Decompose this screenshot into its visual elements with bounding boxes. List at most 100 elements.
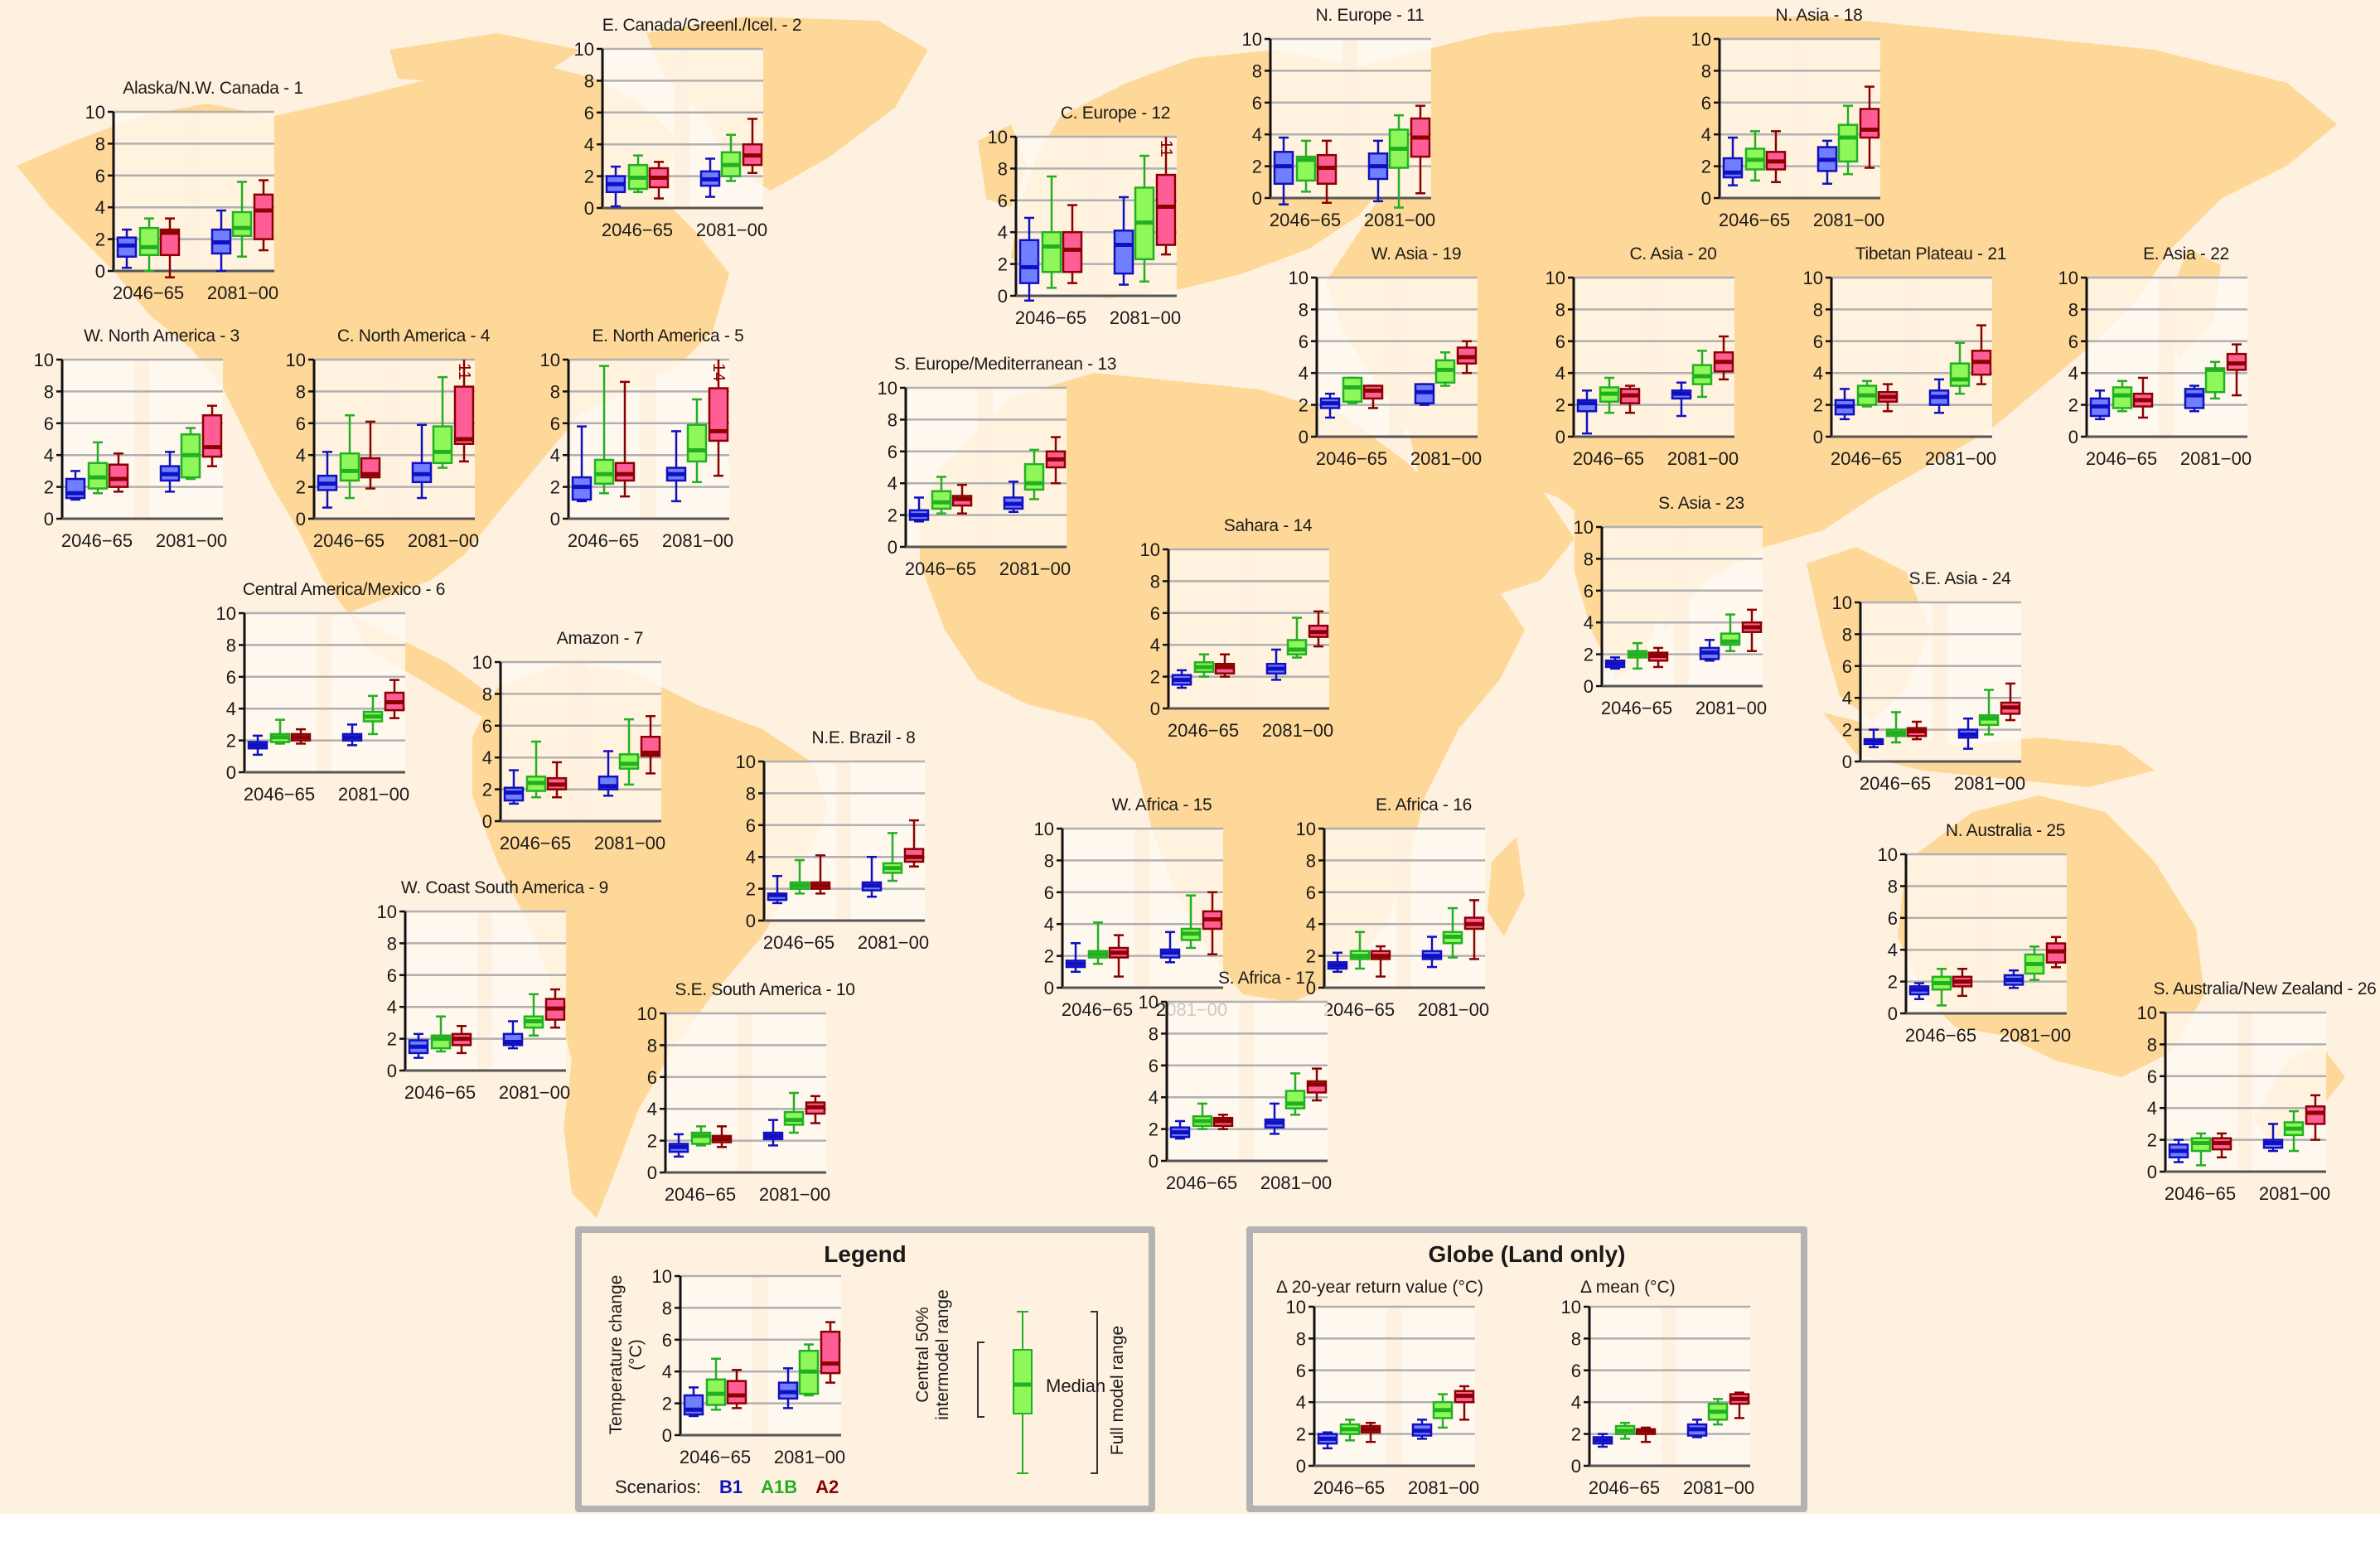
- y-tick-label: 2: [44, 477, 54, 498]
- y-tick-label: 2: [647, 1131, 657, 1152]
- box-A1B-0: [1349, 931, 1371, 970]
- box-A2-0: [711, 1125, 733, 1148]
- y-tick-label: 6: [1555, 331, 1565, 352]
- region-panel: E. Canada/Greenl./Icel. - 2 0 2 4 6 8 10 2046−6…: [574, 16, 818, 289]
- y-tick-label: 4: [2147, 1098, 2157, 1119]
- box-A1B-0: [1614, 1421, 1636, 1440]
- y-tick-label: 4: [1149, 1087, 1159, 1108]
- box-A1B-0: [593, 365, 615, 495]
- y-tick-label: 8: [1701, 60, 1711, 81]
- box-A2-1: [453, 360, 475, 463]
- y-tick-label: 2: [226, 731, 236, 752]
- box-B1-0: [1576, 389, 1598, 435]
- box-A1B-1: [1691, 350, 1713, 399]
- box-B1-0: [503, 769, 525, 805]
- boxplot-chart: 0 2 4 6 8 10 2046−65 2081−00: [1289, 268, 1483, 469]
- boxplot-chart: 0 2 4 6 8 10 2046−65 2081−00: [377, 902, 571, 1103]
- y-tick-label: 0: [1149, 1151, 1159, 1172]
- box-A2-0: [1212, 1114, 1234, 1130]
- y-tick-label: 4: [746, 847, 756, 868]
- boxplot-chart: 0 2 4 6 8 10 2046−65 2081−00: [1139, 992, 1333, 1193]
- y-tick-label: 4: [1044, 914, 1054, 935]
- y-tick-label: 2: [1571, 1424, 1581, 1445]
- y-tick-label: 2: [1813, 395, 1823, 416]
- land-arctic-islands: [389, 33, 580, 83]
- panel-title: Tibetan Plateau - 21: [1855, 244, 2007, 263]
- legend-title: Legend: [824, 1241, 907, 1267]
- region-panel: C. North America - 4 0 2 4 6 8 10 11 2046−65 2081…: [286, 326, 530, 600]
- panel-title: S.E. South America - 10: [675, 980, 855, 999]
- y-tick-label: 0: [44, 509, 54, 529]
- box-A1B-0: [1193, 653, 1215, 678]
- box-B1-1: [2003, 969, 2024, 989]
- period-label: 2046−65: [61, 530, 133, 551]
- period-label: 2046−65: [2086, 448, 2157, 469]
- y-tick-label: 2: [1584, 645, 1594, 665]
- land-madagascar: [1488, 837, 1525, 936]
- box-A2-1: [1729, 1391, 1750, 1419]
- y-tick-label: 0: [2147, 1162, 2157, 1182]
- y-tick-label: 8: [1813, 299, 1823, 320]
- period-label: 2046−65: [1166, 1172, 1237, 1193]
- boxplot-chart: 0 2 4 6 8 10 2046−65 2081−00: [1296, 819, 1490, 1020]
- box-B1-1: [665, 430, 687, 503]
- region-panel: N. Europe - 11 0 2 4 6 8 10 2046−65 2081−00: [1242, 6, 1486, 279]
- box-A2-0: [1362, 384, 1384, 409]
- box-A2-0: [648, 161, 670, 200]
- box-B1-0: [1065, 941, 1086, 974]
- y-tick-label: 4: [647, 1099, 657, 1119]
- period-label: 2081−00: [1410, 448, 1482, 469]
- y-tick-label: 8: [482, 684, 492, 704]
- boxplot-chart: 0 2 4 6 8 10 2046−65 2081−00: [2058, 268, 2252, 469]
- period-label: 2046−65: [665, 1184, 736, 1205]
- y-tick-label: 2: [1306, 946, 1316, 967]
- boxplot-chart: 0 2 4 6 8 10 2046−65 2081−00: [1574, 517, 1768, 718]
- y-tick-label: 4: [1701, 124, 1711, 145]
- period-label: 2046−65: [1719, 210, 1790, 230]
- box-A1B-1: [798, 1343, 820, 1397]
- y-tick-label: 4: [226, 699, 236, 719]
- y-tick-label: 2: [1555, 395, 1565, 416]
- box-A2-1: [2045, 935, 2067, 969]
- period-label: 2046−65: [2165, 1183, 2236, 1204]
- box-A1B-0: [1627, 641, 1648, 670]
- y-tick-label: 6: [387, 965, 397, 986]
- panel-title: W. Asia - 19: [1371, 244, 1462, 263]
- y-tick-label: 2: [1701, 157, 1711, 177]
- y-tick-label: 6: [1842, 656, 1852, 677]
- y-tick-label: 2: [1296, 1424, 1306, 1445]
- y-tick-label: 4: [1252, 124, 1262, 145]
- box-A1B-1: [362, 694, 384, 736]
- box-B1-0: [2168, 1138, 2189, 1163]
- box-A1B-1: [1023, 448, 1045, 500]
- box-B1-0: [1327, 951, 1348, 974]
- y-tick-label: 10: [652, 1266, 672, 1287]
- box-B1-1: [1699, 639, 1720, 662]
- y-tick-label: 0: [1306, 978, 1316, 998]
- box-A2-1: [544, 988, 566, 1029]
- box-A1B-0: [339, 413, 360, 500]
- y-tick-label: 4: [550, 445, 560, 466]
- period-label: 2081−00: [1364, 210, 1435, 230]
- period-label: 2046−65: [1323, 999, 1395, 1020]
- y-tick-label: 2: [888, 505, 897, 526]
- box-B1-0: [408, 1032, 429, 1059]
- box-B1-0: [1317, 1431, 1338, 1450]
- y-tick-label: 2: [1149, 1119, 1159, 1140]
- panel-title: Alaska/N.W. Canada - 1: [123, 79, 303, 98]
- box-A2-0: [726, 1369, 747, 1409]
- y-tick-label: 0: [1555, 427, 1565, 447]
- y-tick-label: 8: [550, 381, 560, 402]
- box-A2-1: [742, 118, 763, 175]
- period-label: 2081−00: [156, 530, 227, 551]
- y-tick-label: 6: [1701, 93, 1711, 114]
- box-A1B-1: [523, 993, 544, 1037]
- box-A1B-1: [2204, 360, 2226, 400]
- legend-box: Legend Temperature change (°C) Scenarios…: [575, 1226, 1155, 1512]
- panel-title: C. Asia - 20: [1629, 244, 1717, 263]
- boxplot-chart: 0 2 4 6 8 10 2046−65 2081−00: [1242, 29, 1436, 230]
- box-A2-1: [2226, 343, 2247, 397]
- panel-title: W. Coast South America - 9: [400, 878, 609, 897]
- region-panel: Tibetan Plateau - 21 0 2 4 6 8 10 2046−65 2081−0…: [1803, 244, 2047, 518]
- globe-return-label: Δ 20-year return value (°C): [1276, 1278, 1484, 1297]
